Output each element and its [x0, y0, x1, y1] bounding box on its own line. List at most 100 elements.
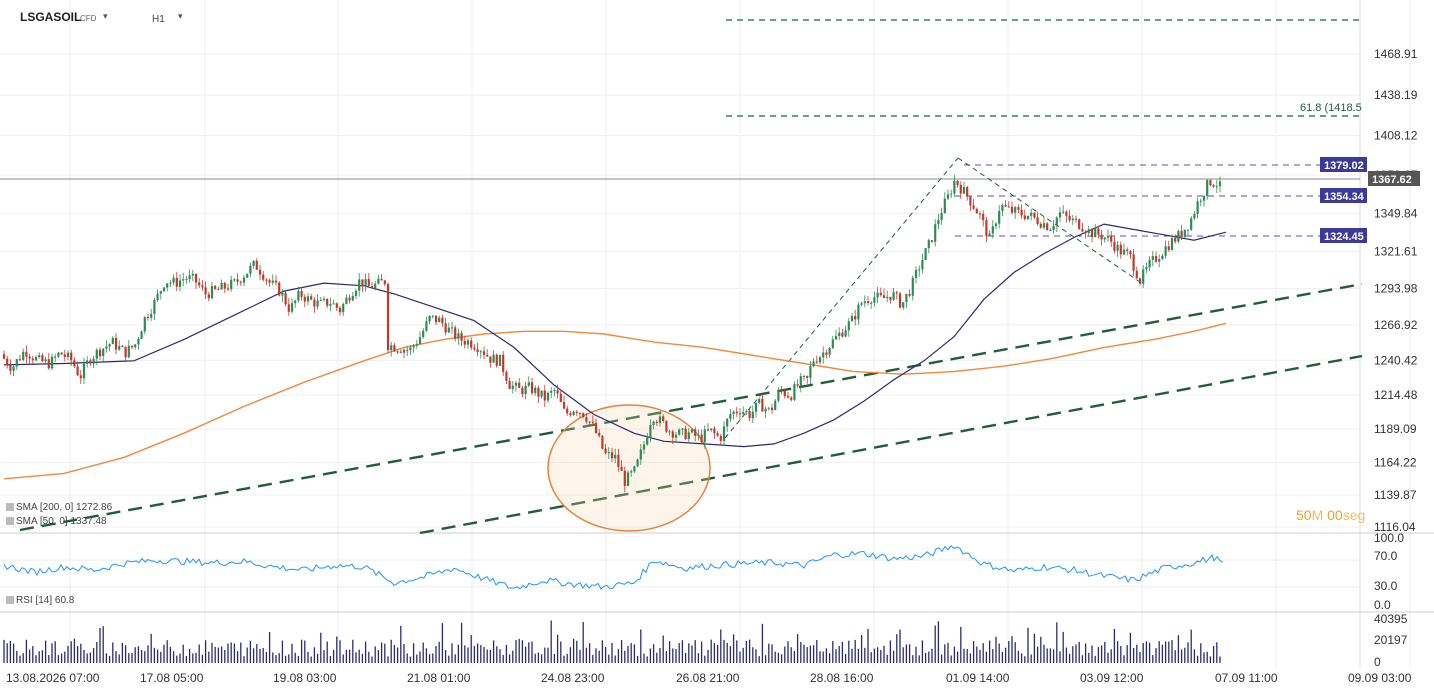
candle-body	[940, 213, 943, 220]
candle-body	[703, 429, 706, 443]
candle-body	[495, 354, 498, 366]
legend-rsi[interactable]: RSI [14] 60.8	[6, 595, 74, 606]
candle-body	[636, 459, 639, 467]
symbol-dropdown-chevron-down-icon[interactable]: ▾	[103, 11, 108, 21]
time-tick-label: 03.09 12:00	[1080, 671, 1144, 685]
candle-body	[25, 351, 28, 357]
candle-body	[108, 344, 111, 347]
candle-body	[1206, 180, 1209, 196]
candle-body	[498, 354, 502, 366]
candle-body	[428, 315, 431, 322]
candle-body	[1023, 215, 1026, 220]
candle-body	[1167, 246, 1170, 250]
candle-body	[380, 278, 383, 281]
candle-body	[678, 429, 681, 435]
candle-body	[351, 296, 354, 301]
candle-body	[988, 233, 991, 237]
candle-body	[95, 349, 98, 359]
checkbox-icon[interactable]	[6, 503, 14, 512]
candle-body	[1046, 223, 1049, 231]
candle-body	[806, 375, 809, 378]
candle-body	[633, 466, 636, 472]
candle-body	[236, 279, 239, 282]
candle-body	[130, 345, 134, 348]
candle-body	[946, 194, 950, 199]
candle-body	[1177, 231, 1180, 242]
timeframe-label[interactable]: H1	[152, 14, 165, 25]
candle-body	[306, 296, 310, 302]
candle-body	[1110, 235, 1113, 242]
candle-body	[249, 265, 252, 274]
price-tag-1379: 1379.02	[1324, 160, 1364, 172]
candle-body	[530, 382, 534, 393]
candle-body	[796, 384, 799, 386]
candle-body	[1071, 218, 1074, 221]
candle-body	[831, 339, 834, 348]
candle-body	[111, 337, 114, 345]
checkbox-icon[interactable]	[6, 596, 14, 605]
candle-body	[985, 220, 988, 237]
candle-body	[780, 390, 783, 392]
candle-body	[438, 317, 441, 323]
candle-body	[770, 407, 774, 411]
candle-body	[1158, 259, 1161, 262]
candle-body	[1193, 213, 1196, 219]
candle-body	[594, 422, 598, 433]
candle-body	[956, 180, 959, 186]
candle-body	[79, 375, 82, 379]
candle-body	[930, 240, 934, 242]
candle-body	[982, 213, 985, 221]
candle-body	[345, 297, 348, 304]
candle-body	[303, 296, 306, 302]
symbol-name[interactable]: LSGASOIL	[20, 10, 82, 24]
candle-body	[1148, 259, 1151, 268]
volume-tick-label: 40395	[1374, 612, 1408, 626]
price-tick-label: 1214.48	[1374, 388, 1418, 402]
candle-body	[898, 293, 902, 308]
candle-body	[15, 359, 18, 367]
candle-body	[1183, 229, 1186, 237]
candle-body	[914, 270, 918, 278]
candle-body	[620, 466, 623, 471]
candle-body	[367, 279, 370, 287]
price-tick-label: 1116.04	[1374, 520, 1416, 534]
candle-body	[297, 290, 300, 301]
candle-body	[1084, 231, 1087, 234]
candle-body	[134, 344, 137, 348]
candle-body	[434, 315, 438, 323]
candle-body	[962, 187, 966, 194]
candle-body	[1020, 209, 1023, 216]
legend-sma200[interactable]: SMA [200, 0] 1272.86	[6, 502, 112, 513]
time-tick-label: 26.08 21:00	[676, 671, 740, 685]
candle-body	[889, 296, 892, 300]
candle-body	[1026, 215, 1030, 220]
candle-body	[566, 408, 569, 414]
candle-body	[1055, 217, 1058, 226]
candle-body	[681, 428, 684, 430]
candle-body	[537, 387, 540, 397]
candle-body	[63, 354, 66, 358]
candle-body	[674, 434, 678, 438]
legend-sma50-text: SMA [50, 0] 1337.48	[16, 516, 107, 527]
candle-body	[348, 297, 351, 301]
candle-body	[370, 286, 374, 289]
candle-body	[604, 448, 607, 454]
candle-body	[425, 321, 428, 331]
candle-body	[178, 280, 182, 287]
wedge-line-1	[724, 157, 959, 439]
candle-body	[975, 208, 978, 214]
candle-body	[274, 280, 278, 283]
candle-body	[598, 432, 601, 436]
sma200-line	[3, 322, 1227, 480]
candle-body	[338, 307, 342, 313]
legend-sma50[interactable]: SMA [50, 0] 1337.48	[6, 516, 107, 527]
candle-body	[1218, 181, 1222, 187]
candle-body	[943, 198, 946, 214]
checkbox-icon[interactable]	[6, 517, 14, 526]
candle-body	[994, 223, 998, 227]
timeframe-dropdown-chevron-down-icon[interactable]: ▾	[178, 11, 183, 21]
candle-body	[844, 330, 847, 337]
candle-body	[649, 425, 652, 438]
candle-body	[652, 421, 655, 426]
